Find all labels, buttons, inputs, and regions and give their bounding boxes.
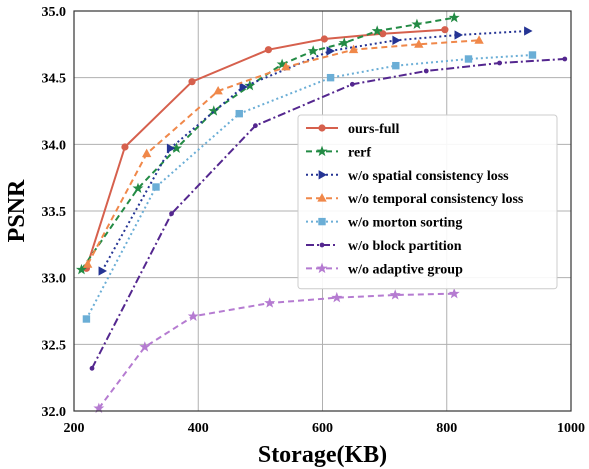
data-point [281, 61, 291, 71]
legend-marker [319, 242, 325, 248]
data-point [441, 26, 449, 34]
y-tick-label: 35.0 [42, 5, 67, 20]
x-tick-label: 1000 [557, 421, 585, 436]
data-point [562, 56, 568, 62]
series-line [98, 292, 455, 409]
plot-frame [73, 10, 572, 412]
data-point [349, 81, 355, 87]
data-point [392, 35, 401, 46]
y-tick-label: 32.0 [42, 405, 67, 420]
data-point [132, 182, 144, 193]
legend-marker [316, 145, 328, 157]
legend: ours-full rerf w/o spatial consistency los… [297, 114, 558, 290]
data-point [142, 148, 152, 158]
legend-label: w/o block partition [348, 239, 462, 254]
data-point [411, 18, 423, 29]
x-tick-label: 200 [64, 421, 85, 436]
data-point [264, 297, 276, 308]
data-point [169, 211, 174, 217]
data-point [371, 25, 383, 36]
series-2 [98, 26, 533, 276]
series-layer [75, 11, 568, 413]
legend-item: w/o temporal consistency loss [306, 192, 524, 207]
x-tick-label: 800 [436, 421, 457, 436]
data-point [320, 35, 328, 43]
x-tick-label: 400 [188, 421, 209, 436]
data-point [338, 37, 350, 48]
data-point [82, 315, 91, 323]
y-tick-label: 32.5 [42, 338, 67, 353]
data-point [239, 82, 249, 92]
data-point [98, 266, 107, 276]
data-point [171, 142, 182, 153]
data-point [166, 143, 176, 154]
data-point [82, 259, 93, 268]
legend-label: w/o adaptive group [348, 262, 463, 277]
data-point [235, 109, 243, 118]
data-point [497, 60, 502, 66]
data-point [392, 61, 400, 70]
data-point [414, 39, 424, 48]
legend-marker [317, 193, 327, 202]
x-axis-label: Storage(KB) [258, 442, 387, 468]
data-point [448, 11, 460, 23]
data-point [454, 30, 463, 40]
legend-label: ours-full [348, 122, 399, 137]
series-6 [93, 287, 460, 413]
data-point [528, 51, 537, 59]
data-point [188, 78, 196, 86]
tick-labels: 200 400 600 800 1000 32.0 32.5 33.0 33.5 34.0 34.5… [42, 5, 586, 436]
legend-label: w/o morton sorting [348, 216, 462, 231]
data-point [152, 183, 160, 191]
y-tick-label: 34.5 [42, 72, 67, 87]
data-point [253, 123, 258, 129]
data-point [89, 365, 95, 371]
data-point [326, 46, 335, 56]
data-point [75, 263, 87, 275]
data-point [121, 143, 129, 151]
data-point [474, 35, 484, 44]
legend-item: w/o spatial consistency loss [306, 169, 509, 184]
legend-marker [316, 262, 328, 274]
data-point [326, 73, 335, 82]
legend-item: rerf [306, 145, 371, 160]
legend-item: w/o morton sorting [306, 216, 462, 231]
series-5 [89, 56, 568, 371]
y-axis-label: PSNR [4, 179, 30, 242]
legend-label: rerf [348, 145, 371, 160]
y-tick-label: 33.5 [42, 205, 67, 220]
legend-label: w/o temporal consistency loss [348, 192, 524, 207]
legend-item: w/o block partition [306, 239, 462, 254]
data-point [93, 402, 105, 413]
data-point [307, 45, 319, 56]
legend-label: w/o spatial consistency loss [348, 169, 509, 184]
data-point [331, 291, 343, 303]
data-point [213, 85, 223, 95]
data-point [348, 44, 359, 54]
legend-marker [318, 170, 328, 180]
data-point [389, 289, 401, 300]
legend-box [297, 114, 558, 290]
legend-marker [318, 124, 326, 132]
data-point [264, 46, 273, 54]
legend-marker [318, 217, 326, 226]
data-point [448, 287, 460, 299]
data-point [244, 79, 256, 91]
series-3 [82, 35, 484, 268]
series-4 [82, 51, 537, 323]
data-point [524, 26, 533, 36]
series-1 [75, 11, 460, 275]
y-tick-label: 34.0 [42, 138, 67, 153]
data-point [464, 55, 473, 63]
legend-item: ours-full [306, 122, 399, 137]
data-point [187, 310, 199, 321]
data-point [139, 341, 151, 352]
x-tick-label: 600 [312, 421, 333, 436]
legend-item: w/o adaptive group [306, 262, 463, 277]
y-tick-label: 33.0 [42, 272, 67, 287]
data-point [423, 68, 429, 74]
